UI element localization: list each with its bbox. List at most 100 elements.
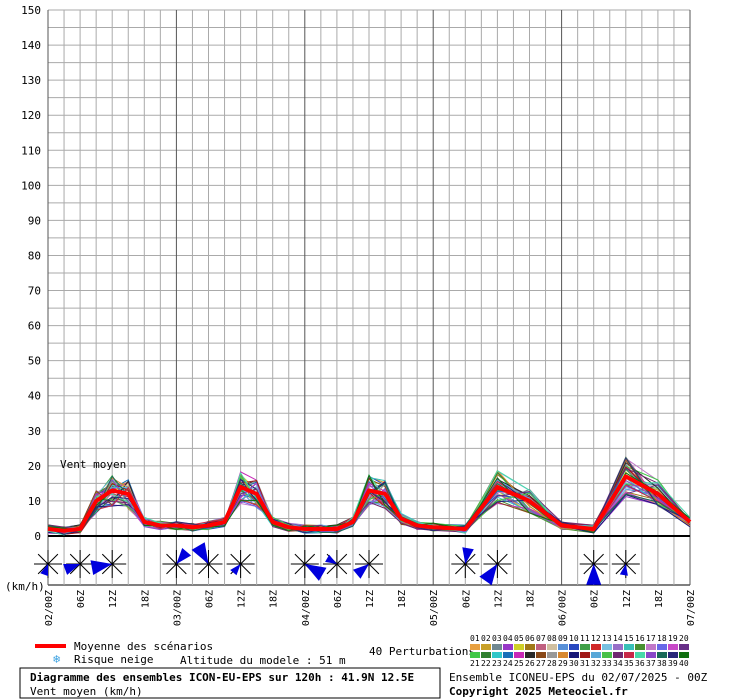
x-tick-label: 12Z [493, 590, 504, 608]
wind-rose [322, 550, 351, 578]
x-tick-label: 03/00Z [172, 590, 183, 626]
chart-subtitle: Vent moyen (km/h) [30, 685, 143, 698]
x-tick-label: 02/00Z [44, 590, 55, 626]
palette-number: 07 [536, 634, 546, 643]
x-tick-label: 06Z [76, 590, 87, 608]
palette-swatch [470, 644, 480, 650]
palette-number: 17 [646, 634, 656, 643]
palette-swatch [668, 652, 678, 658]
palette-number: 18 [657, 634, 667, 643]
wind-rose-petal [586, 564, 602, 585]
palette-swatch [646, 652, 656, 658]
x-tick-label: 06Z [333, 590, 344, 608]
snowflake-icon: ❄ [53, 652, 60, 666]
mean-series-line [47, 474, 692, 533]
copyright: Copyright 2025 Meteociel.fr [449, 685, 628, 698]
wind-rose-axis [615, 553, 637, 575]
palette-swatch [525, 644, 535, 650]
palette-number: 30 [569, 659, 579, 668]
palette-number: 35 [624, 659, 634, 668]
wind-rose-petal [63, 564, 81, 575]
altitude-label: Altitude du modele : 51 m [180, 654, 346, 667]
palette-swatch [481, 652, 491, 658]
y-tick-label: 80 [28, 249, 41, 262]
palette-swatch [481, 644, 491, 650]
palette-swatch [646, 644, 656, 650]
palette-swatch [635, 652, 645, 658]
run-info: Ensemble ICONEU-EPS du 02/07/2025 - 00Z [449, 671, 708, 684]
mean-line [47, 474, 692, 533]
palette-number: 28 [547, 659, 557, 668]
x-tick-label: 18Z [654, 590, 665, 608]
palette-number: 10 [569, 634, 579, 643]
palette-swatch [580, 652, 590, 658]
palette-number: 39 [668, 659, 678, 668]
wind-rose [191, 542, 223, 578]
palette-swatch [547, 652, 557, 658]
wind-rose [451, 547, 480, 578]
palette-swatch [558, 644, 568, 650]
wind-rose [63, 550, 95, 578]
palette-number: 38 [657, 659, 667, 668]
palette-number: 01 [470, 634, 480, 643]
wind-rose [611, 550, 640, 578]
x-tick-label: 12Z [365, 590, 376, 608]
y-unit-label: (km/h) [5, 580, 45, 593]
x-tick-label: 06Z [461, 590, 472, 608]
palette-number: 40 [679, 659, 689, 668]
y-axis: 0 10 20 30 40 50 60 70 80 90 100 110 120 130 140 150 [21, 4, 41, 543]
palette-number: 25 [514, 659, 524, 668]
palette-swatch [525, 652, 535, 658]
palette-number: 15 [624, 634, 634, 643]
palette-number: 06 [525, 634, 535, 643]
y-tick-label: 100 [21, 179, 41, 192]
ensemble-member-lines [47, 456, 691, 536]
x-tick-label: 12Z [237, 590, 248, 608]
y-tick-label: 150 [21, 4, 41, 17]
palette-swatch [569, 652, 579, 658]
wind-rose-petal [479, 564, 498, 586]
palette-swatch [503, 644, 513, 650]
wind-rose [226, 550, 255, 578]
grid [47, 9, 691, 586]
y-tick-label: 30 [28, 425, 41, 438]
palette-number: 20 [679, 634, 689, 643]
wind-rose [90, 550, 127, 578]
y-tick-label: 120 [21, 109, 41, 122]
wind-rose-petal [462, 547, 474, 564]
palette-swatch [602, 644, 612, 650]
y-tick-label: 20 [28, 460, 41, 473]
x-tick-label: 06/00Z [558, 590, 569, 626]
y-tick-label: 70 [28, 285, 41, 298]
wind-rose-petal [176, 548, 192, 564]
x-tick-label: 12Z [108, 590, 119, 608]
x-tick-label: 07/00Z [686, 590, 697, 626]
wind-rose-petal [40, 564, 48, 576]
y-tick-label: 90 [28, 214, 41, 227]
palette-number: 04 [503, 634, 513, 643]
palette-swatch [591, 652, 601, 658]
wind-roses [34, 542, 640, 586]
palette-number: 21 [470, 659, 480, 668]
y-tick-label: 140 [21, 39, 41, 52]
palette-swatch [536, 652, 546, 658]
palette-number: 03 [492, 634, 502, 643]
palette-swatch [492, 644, 502, 650]
palette-number: 09 [558, 634, 568, 643]
palette-swatch [624, 644, 634, 650]
x-tick-label: 18Z [140, 590, 151, 608]
palette-swatch [536, 644, 546, 650]
palette-number: 37 [646, 659, 656, 668]
wind-rose [162, 548, 192, 578]
wind-rose [290, 550, 327, 581]
palette-number: 11 [580, 634, 590, 643]
palette-number: 02 [481, 634, 491, 643]
palette-swatch [679, 644, 689, 650]
palette-number: 32 [591, 659, 601, 668]
x-tick-label: 04/00Z [301, 590, 312, 626]
x-tick-label: 06Z [205, 590, 216, 608]
palette-swatch [668, 644, 678, 650]
palette-number: 13 [602, 634, 612, 643]
x-tick-label: 18Z [269, 590, 280, 608]
